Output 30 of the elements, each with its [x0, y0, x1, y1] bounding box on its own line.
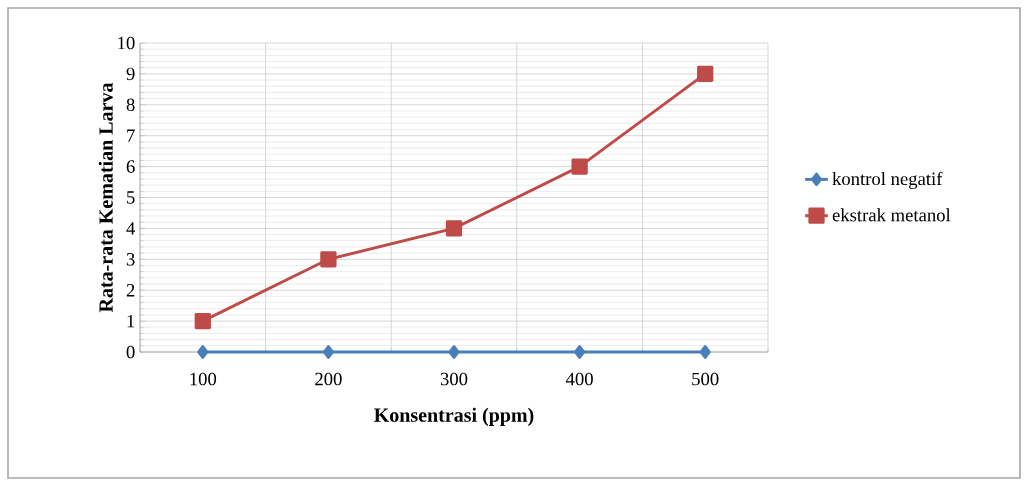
y-tick-label: 4 — [126, 222, 136, 235]
point — [571, 158, 588, 175]
y-axis-title: Rata-rata Kematian Larva — [98, 82, 113, 313]
point — [322, 345, 334, 359]
y-tick-label: 0 — [126, 345, 135, 359]
x-tick-label: 300 — [440, 372, 468, 386]
x-tick-label: 100 — [190, 372, 217, 386]
x-axis-title: Konsentrasi (ppm) — [374, 407, 534, 426]
x-tick-label: 500 — [692, 372, 719, 386]
x-tick-label: 200 — [315, 372, 342, 386]
point — [699, 345, 711, 359]
point — [194, 312, 211, 330]
legend-label: kontrol negatif — [832, 171, 943, 189]
point — [197, 345, 209, 359]
y-tick-label: 7 — [127, 129, 135, 142]
y-tick-label: 6 — [126, 160, 135, 173]
y-tick-label: 5 — [127, 191, 135, 204]
legend-label: ekstrak metanol — [832, 208, 951, 222]
point — [697, 65, 714, 83]
point — [448, 345, 460, 359]
point — [445, 220, 463, 237]
y-tick-label: 3 — [126, 253, 135, 266]
y-tick-label: 10 — [118, 36, 135, 50]
y-tick-label: 2 — [126, 284, 135, 297]
y-tick-label: 8 — [126, 98, 135, 112]
point — [574, 345, 586, 359]
point — [320, 251, 337, 268]
y-tick-label: 9 — [126, 67, 135, 81]
x-tick-label: 400 — [565, 372, 593, 386]
y-tick-label: 1 — [127, 314, 135, 328]
